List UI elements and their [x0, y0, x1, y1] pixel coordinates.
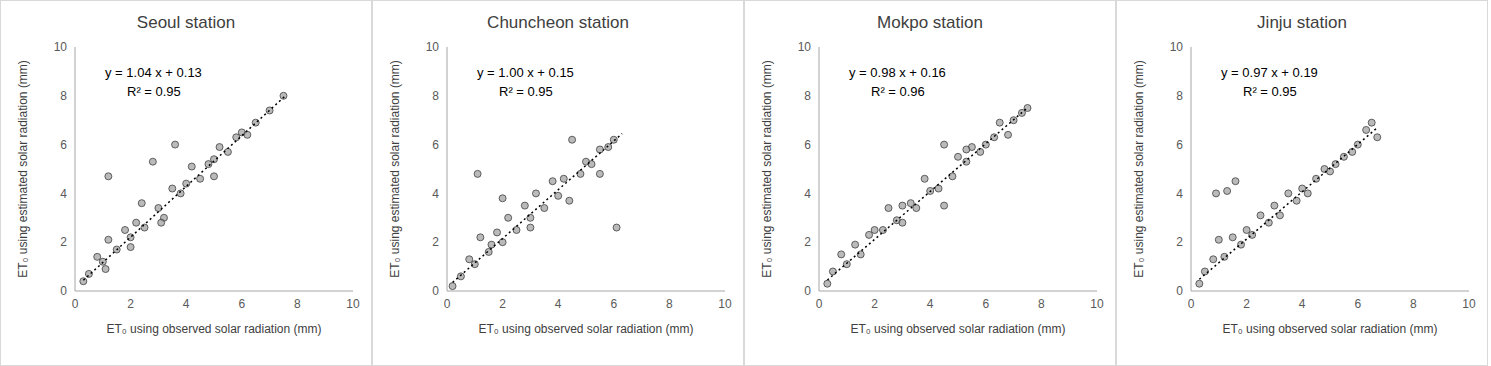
svg-text:2: 2 [871, 297, 878, 311]
svg-text:ET₀ using estimated solar radi: ET₀ using estimated solar radiation (mm) [1132, 60, 1146, 278]
svg-text:4: 4 [1176, 187, 1183, 201]
html-text:R² = 0.95: R² = 0.95 [127, 84, 181, 99]
svg-text:8: 8 [1038, 297, 1045, 311]
svg-text:2: 2 [127, 297, 134, 311]
svg-text:8: 8 [666, 297, 673, 311]
svg-text:2: 2 [804, 235, 811, 249]
svg-text:8: 8 [60, 89, 67, 103]
svg-text:2: 2 [1243, 297, 1250, 311]
svg-text:ET₀ using observed solar radia: ET₀ using observed solar radiation (mm) [478, 322, 693, 336]
svg-text:0: 0 [1188, 297, 1195, 311]
svg-text:ET₀ using estimated solar radi: ET₀ using estimated solar radiation (mm) [388, 60, 402, 278]
svg-text:2: 2 [432, 235, 439, 249]
html-text:y = 0.97 x + 0.19: y = 0.97 x + 0.19 [1221, 65, 1318, 80]
svg-text:8: 8 [432, 89, 439, 103]
html-text:R² = 0.95: R² = 0.95 [1243, 84, 1297, 99]
svg-text:6: 6 [1354, 297, 1361, 311]
html-text:y = 1.00 x + 0.15: y = 1.00 x + 0.15 [477, 65, 574, 80]
svg-text:8: 8 [1176, 89, 1183, 103]
svg-text:6: 6 [982, 297, 989, 311]
html-text:y = 1.04 x + 0.13: y = 1.04 x + 0.13 [105, 65, 202, 80]
svg-text:0: 0 [60, 284, 67, 298]
svg-text:ET₀ using estimated solar radi: ET₀ using estimated solar radiation (mm) [760, 60, 774, 278]
html-text:Chuncheon station: Chuncheon station [487, 13, 629, 32]
html-text:Jinju station: Jinju station [1257, 13, 1347, 32]
html-text:y = 0.98 x + 0.16: y = 0.98 x + 0.16 [849, 65, 946, 80]
svg-text:6: 6 [432, 138, 439, 152]
svg-text:ET₀ using observed solar radia: ET₀ using observed solar radiation (mm) [1222, 322, 1437, 336]
svg-text:2: 2 [60, 235, 67, 249]
svg-text:4: 4 [183, 297, 190, 311]
svg-text:0: 0 [72, 297, 79, 311]
html-text:Mokpo station: Mokpo station [877, 13, 983, 32]
svg-text:ET₀ using estimated solar radi: ET₀ using estimated solar radiation (mm) [16, 60, 30, 278]
svg-text:0: 0 [432, 284, 439, 298]
svg-text:2: 2 [1176, 235, 1183, 249]
svg-text:10: 10 [718, 297, 732, 311]
svg-text:4: 4 [555, 297, 562, 311]
svg-text:ET₀ using observed solar radia: ET₀ using observed solar radiation (mm) [850, 322, 1065, 336]
svg-text:0: 0 [804, 284, 811, 298]
svg-text:6: 6 [1176, 138, 1183, 152]
html-text:Seoul station: Seoul station [136, 13, 236, 32]
svg-text:10: 10 [1170, 40, 1184, 54]
svg-text:6: 6 [60, 138, 67, 152]
svg-text:4: 4 [804, 187, 811, 201]
svg-text:4: 4 [927, 297, 934, 311]
svg-text:2: 2 [499, 297, 506, 311]
svg-text:10: 10 [1462, 297, 1476, 311]
svg-text:0: 0 [444, 297, 451, 311]
svg-text:6: 6 [238, 297, 245, 311]
svg-text:10: 10 [346, 297, 360, 311]
html-text:R² = 0.95: R² = 0.95 [499, 84, 553, 99]
svg-text:4: 4 [60, 187, 67, 201]
svg-text:0: 0 [816, 297, 823, 311]
html-text:R² = 0.96: R² = 0.96 [871, 84, 925, 99]
svg-text:4: 4 [432, 187, 439, 201]
svg-text:10: 10 [54, 40, 68, 54]
svg-text:8: 8 [1410, 297, 1417, 311]
svg-text:0: 0 [1176, 284, 1183, 298]
svg-text:ET₀ using observed solar radia: ET₀ using observed solar radiation (mm) [106, 322, 321, 336]
svg-text:10: 10 [426, 40, 440, 54]
svg-text:6: 6 [804, 138, 811, 152]
svg-text:10: 10 [798, 40, 812, 54]
svg-text:4: 4 [1299, 297, 1306, 311]
svg-text:8: 8 [804, 89, 811, 103]
svg-text:6: 6 [610, 297, 617, 311]
svg-text:10: 10 [1090, 297, 1104, 311]
svg-text:8: 8 [294, 297, 301, 311]
